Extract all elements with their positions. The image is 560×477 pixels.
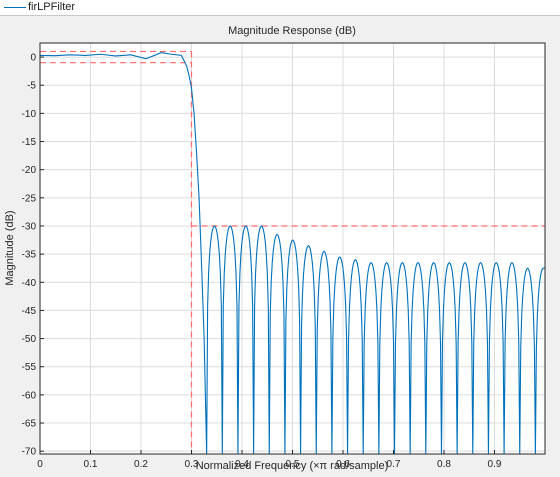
- magnitude-response-chart: 0 0.1 0.2 0.3 0.4 0.5 0.6 0.7 0.8 0.9 0 -5 -10 -15 -20…: [4, 25, 546, 472]
- x-tick-label: 0.8: [437, 459, 451, 470]
- y-tick-label: -60: [22, 390, 37, 401]
- series-group: [39, 52, 545, 455]
- x-tick-label: 0.7: [387, 459, 401, 470]
- x-tick-label: 0.9: [488, 459, 502, 470]
- chart-title: Magnitude Response (dB): [228, 25, 356, 37]
- y-tick-label: -10: [22, 109, 37, 120]
- y-tick-label: -35: [22, 250, 37, 261]
- y-tick-label: -30: [22, 221, 37, 232]
- x-tick-label: 0.4: [235, 459, 249, 470]
- legend-line-swatch-icon: [4, 7, 26, 8]
- y-tick-label: -50: [22, 334, 37, 345]
- y-tick-label: -45: [22, 306, 37, 317]
- y-tick-label: -5: [27, 81, 36, 92]
- x-tick-label: 0.2: [134, 459, 148, 470]
- x-axis-label: Normalized Frequency (×π rad/sample): [196, 460, 389, 472]
- series-line-firlpfilter[interactable]: [39, 52, 545, 455]
- y-tick-label: -15: [22, 137, 37, 148]
- tick-labels: 0 0.1 0.2 0.3 0.4 0.5 0.6 0.7 0.8 0.9 0 -5 -10 -15 -20…: [22, 53, 502, 470]
- y-tick-label: -20: [22, 165, 37, 176]
- x-tick-label: 0: [37, 459, 43, 470]
- legend-bar: firLPFilter: [0, 0, 560, 16]
- constraint-masks: [40, 50, 545, 454]
- y-tick-label: -40: [22, 278, 37, 289]
- x-tick-label: 0.3: [185, 459, 199, 470]
- x-tick-label: 0.6: [336, 459, 350, 470]
- y-tick-label: 0: [30, 53, 36, 64]
- y-tick-label: -70: [22, 447, 37, 458]
- y-tick-label: -25: [22, 193, 37, 204]
- y-axis-label: Magnitude (dB): [4, 210, 16, 285]
- x-tick-label: 0.5: [286, 459, 300, 470]
- legend-label-firlpfilter[interactable]: firLPFilter: [28, 1, 76, 13]
- x-tick-label: 0.1: [84, 459, 98, 470]
- y-tick-label: -65: [22, 419, 37, 430]
- y-tick-label: -55: [22, 362, 37, 373]
